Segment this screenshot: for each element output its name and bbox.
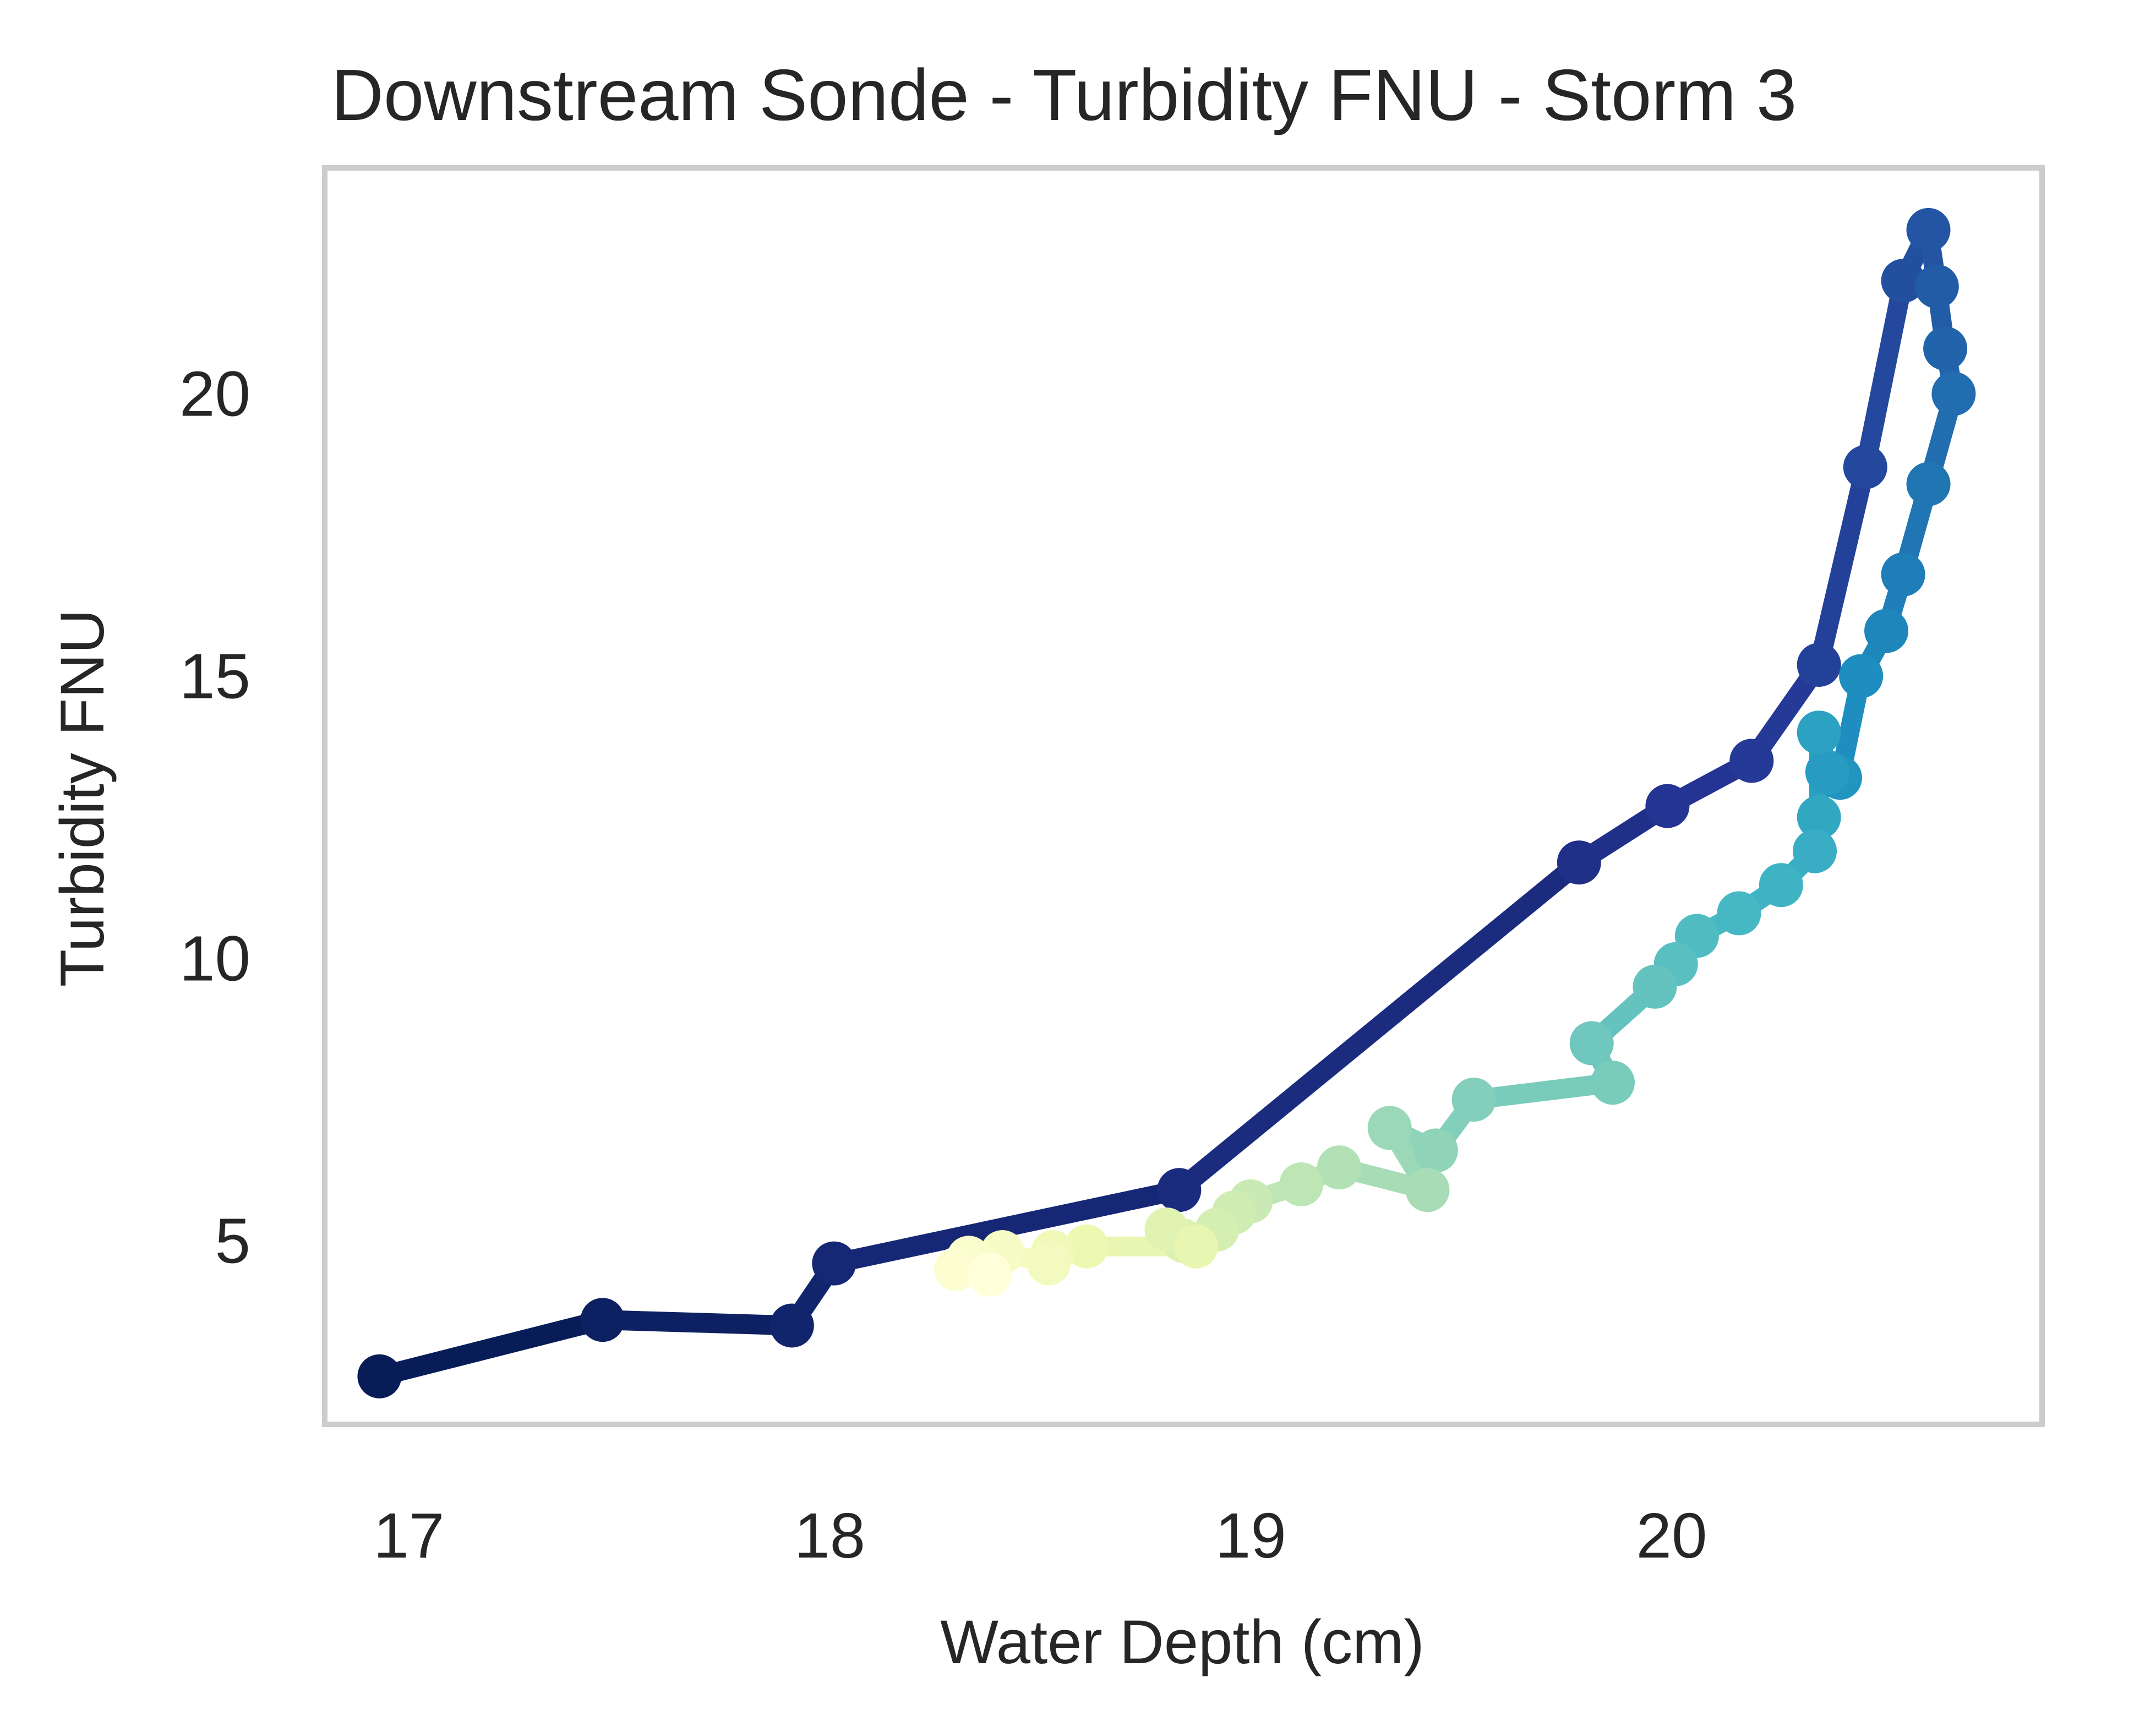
data-point — [1557, 840, 1601, 885]
data-point — [1157, 1168, 1202, 1212]
x-axis-label: Water Depth (cm) — [940, 1608, 1424, 1676]
data-point — [1914, 264, 1959, 309]
y-tick-label: 15 — [179, 640, 250, 712]
data-point — [1451, 1078, 1496, 1122]
series-segment — [592, 1310, 802, 1336]
data-point — [1864, 609, 1909, 653]
data-point — [1591, 1061, 1635, 1105]
data-point — [934, 1247, 979, 1291]
data-point — [1065, 1224, 1109, 1269]
data-point — [580, 1298, 625, 1342]
data-point — [1931, 371, 1976, 416]
data-point — [1413, 1128, 1458, 1173]
data-point — [1027, 1241, 1071, 1286]
data-point — [1717, 891, 1761, 936]
y-axis-label: Turbidity FNU — [48, 609, 117, 987]
series-segment — [1169, 853, 1589, 1200]
data-point — [1797, 795, 1841, 839]
data-point — [1173, 1224, 1218, 1269]
series-segment — [1855, 271, 1913, 477]
y-tick-label: 20 — [179, 358, 250, 429]
data-point — [1569, 1021, 1614, 1066]
y-tick-label: 10 — [179, 922, 250, 994]
y-tick-label: 5 — [215, 1205, 250, 1277]
data-point — [1881, 552, 1925, 597]
series-segment — [824, 1180, 1189, 1274]
x-tick-label: 19 — [1215, 1500, 1286, 1571]
data-point — [1759, 863, 1803, 908]
data-point — [1797, 711, 1841, 755]
data-point — [1881, 259, 1925, 303]
data-point — [968, 1253, 1012, 1297]
y-tick-labels: 5 10 15 20 — [179, 358, 250, 1276]
data-point — [1805, 750, 1849, 794]
x-tick-label: 18 — [794, 1500, 865, 1571]
data-point — [769, 1303, 814, 1348]
data-point — [1405, 1168, 1450, 1212]
data-point — [1317, 1145, 1361, 1190]
data-point — [1906, 462, 1951, 506]
data-point — [1843, 445, 1887, 489]
data-point — [1906, 207, 1951, 252]
chart-title: Downstream Sonde - Turbidity FNU - Storm… — [331, 54, 1797, 135]
plot-frame — [322, 165, 2045, 1427]
series-points — [357, 207, 1976, 1398]
x-tick-labels: 17 18 19 20 — [373, 1500, 1707, 1571]
x-tick-label: 20 — [1636, 1500, 1707, 1571]
data-point — [1633, 964, 1677, 1009]
data-point — [357, 1354, 402, 1398]
data-point — [1645, 784, 1690, 828]
data-point — [1367, 1106, 1412, 1150]
data-point — [812, 1241, 856, 1286]
data-point — [1729, 739, 1774, 783]
series-segment — [1464, 1073, 1623, 1110]
data-point — [1793, 829, 1837, 873]
series-segment — [1809, 457, 1875, 675]
data-point — [1797, 642, 1841, 687]
data-point — [1839, 654, 1884, 698]
data-point — [1279, 1162, 1324, 1206]
x-tick-label: 17 — [373, 1500, 444, 1571]
series-segment — [369, 1310, 613, 1386]
data-point — [1923, 326, 1968, 371]
